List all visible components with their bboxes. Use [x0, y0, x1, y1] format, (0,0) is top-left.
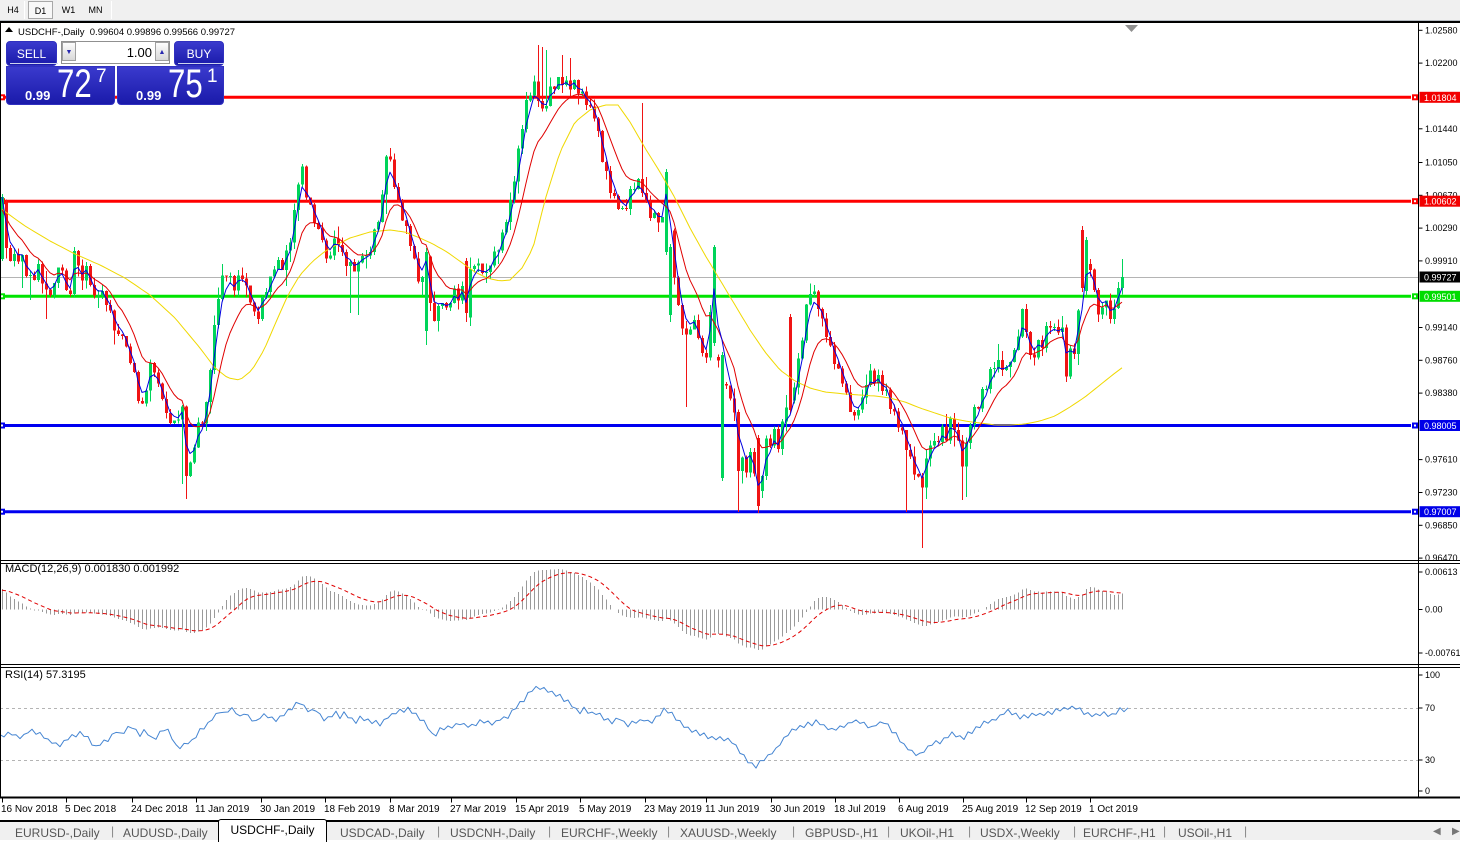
svg-text:RSI(14) 57.3195: RSI(14) 57.3195: [5, 669, 86, 681]
svg-text:18 Jul 2019: 18 Jul 2019: [834, 804, 886, 815]
svg-text:0.97610: 0.97610: [1425, 455, 1458, 465]
svg-text:1.00602: 1.00602: [1424, 197, 1457, 207]
svg-text:27 Mar 2019: 27 Mar 2019: [450, 804, 507, 815]
svg-text:0.99910: 0.99910: [1425, 256, 1458, 266]
svg-text:0.96850: 0.96850: [1425, 520, 1458, 530]
svg-text:23 May 2019: 23 May 2019: [644, 804, 702, 815]
svg-text:25 Aug 2019: 25 Aug 2019: [962, 804, 1019, 815]
svg-text:15 Apr 2019: 15 Apr 2019: [515, 804, 569, 815]
svg-text:0.96470: 0.96470: [1425, 553, 1458, 563]
svg-text:6 Aug 2019: 6 Aug 2019: [898, 804, 949, 815]
svg-text:MACD(12,26,9) 0.001830 0.00199: MACD(12,26,9) 0.001830 0.001992: [5, 563, 179, 575]
svg-text:USDCHF-,Daily 0.99604 0.99896: USDCHF-,Daily 0.99604 0.99896 0.99566 0.…: [18, 27, 235, 38]
svg-text:0.97230: 0.97230: [1425, 488, 1458, 498]
svg-text:12 Sep 2019: 12 Sep 2019: [1025, 804, 1082, 815]
svg-text:1 Oct 2019: 1 Oct 2019: [1089, 804, 1138, 815]
svg-text:0.00: 0.00: [1425, 605, 1443, 615]
svg-text:8 Mar 2019: 8 Mar 2019: [389, 804, 440, 815]
svg-text:5 Dec 2018: 5 Dec 2018: [65, 804, 117, 815]
svg-text:11 Jun 2019: 11 Jun 2019: [705, 804, 760, 815]
svg-text:0.00613: 0.00613: [1425, 567, 1458, 577]
svg-text:16 Nov 2018: 16 Nov 2018: [1, 804, 58, 815]
svg-text:1.02200: 1.02200: [1425, 58, 1458, 68]
svg-text:24 Dec 2018: 24 Dec 2018: [131, 804, 188, 815]
svg-text:1.00290: 1.00290: [1425, 223, 1458, 233]
svg-text:30 Jan 2019: 30 Jan 2019: [260, 804, 315, 815]
svg-text:0.98380: 0.98380: [1425, 388, 1458, 398]
svg-text:0.98760: 0.98760: [1425, 355, 1458, 365]
svg-text:0.99727: 0.99727: [1424, 273, 1457, 283]
svg-text:0.99140: 0.99140: [1425, 323, 1458, 333]
svg-text:30: 30: [1425, 755, 1435, 765]
svg-text:11 Jan 2019: 11 Jan 2019: [195, 804, 250, 815]
svg-text:0.97007: 0.97007: [1424, 507, 1457, 517]
svg-text:0.98005: 0.98005: [1424, 421, 1457, 431]
svg-text:1.01440: 1.01440: [1425, 124, 1458, 134]
svg-text:1.01804: 1.01804: [1424, 93, 1457, 103]
svg-text:70: 70: [1425, 703, 1435, 713]
svg-text:18 Feb 2019: 18 Feb 2019: [324, 804, 381, 815]
svg-text:-0.007612: -0.007612: [1425, 648, 1460, 658]
svg-text:5 May 2019: 5 May 2019: [579, 804, 632, 815]
svg-text:1.02580: 1.02580: [1425, 25, 1458, 35]
svg-text:1.01050: 1.01050: [1425, 158, 1458, 168]
svg-text:100: 100: [1425, 670, 1440, 680]
svg-text:0: 0: [1425, 786, 1430, 796]
svg-text:0.99501: 0.99501: [1424, 292, 1457, 302]
svg-text:30 Jun 2019: 30 Jun 2019: [770, 804, 825, 815]
